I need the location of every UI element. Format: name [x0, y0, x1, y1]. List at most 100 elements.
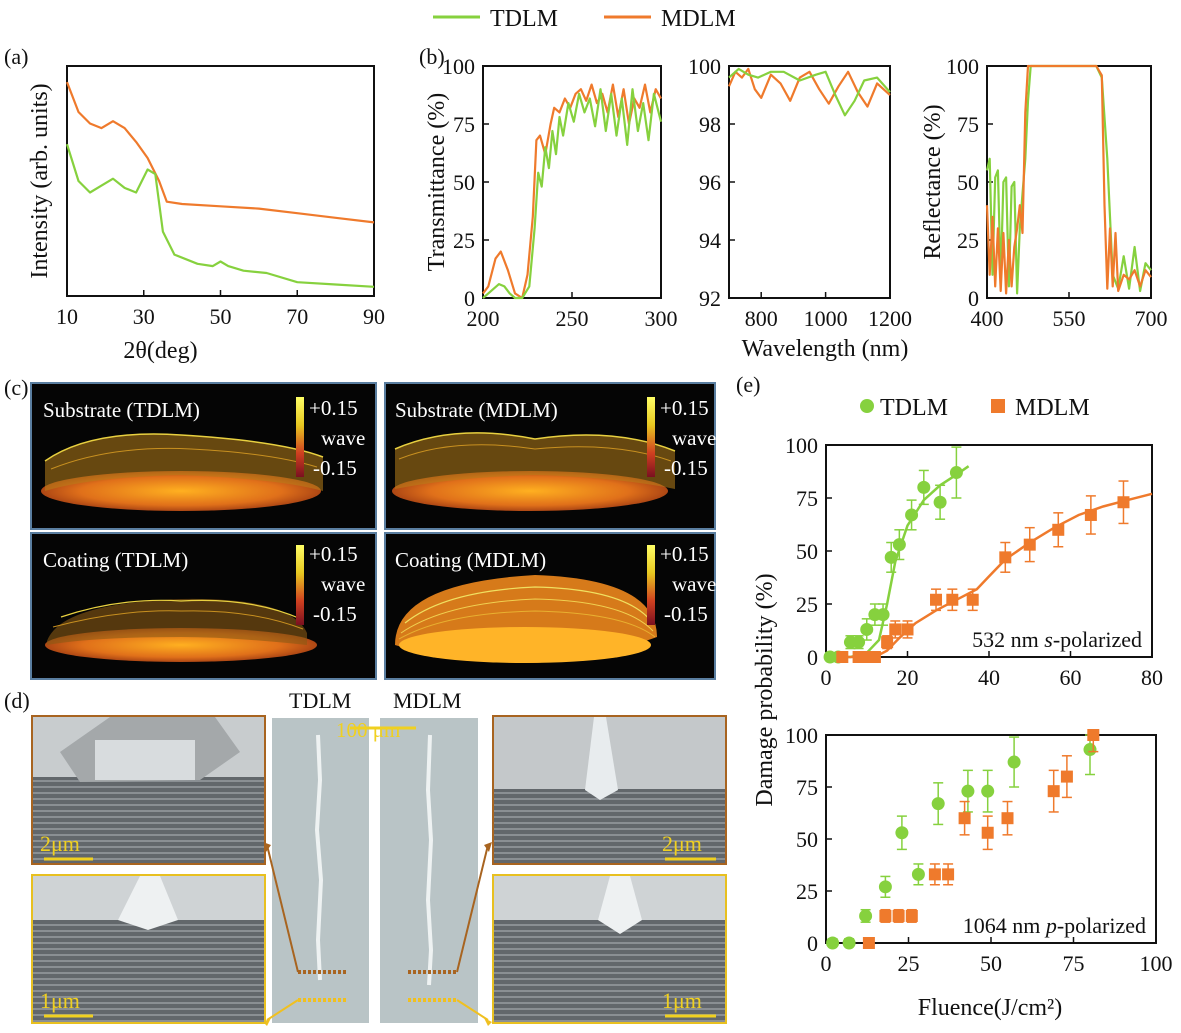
y-tick-label: 100	[688, 54, 721, 79]
surface-mesh	[47, 598, 307, 645]
data-point-tdlm	[859, 909, 873, 923]
scale-center-label: 100 μm	[336, 718, 400, 742]
surface-mesh	[395, 432, 675, 489]
annotation-pol-rest: -polarized	[1057, 913, 1146, 938]
x-tick-label: 20	[897, 665, 919, 690]
data-point-mdlm	[879, 909, 892, 922]
damage-track-tdlm	[314, 734, 324, 981]
tile-coating-mdlm: Coating (MDLM) +0.15 wave -0.15	[384, 532, 716, 680]
data-point-tdlm	[884, 550, 898, 564]
chart-xrd: 10 30 50 70 90 2θ(deg) Intensity (arb. units)	[27, 65, 385, 364]
panel-label-d: (d)	[4, 688, 30, 713]
data-point-mdlm	[1001, 812, 1014, 825]
sem-image-mdlm-bottom: 1μm	[492, 874, 727, 1024]
series-line-tdlm	[985, 64, 1152, 295]
data-point-mdlm	[881, 636, 894, 649]
annotation-wavelength: 532 nm	[972, 627, 1044, 652]
colorbar	[296, 545, 304, 625]
annotation-pol-rest: -polarized	[1053, 627, 1142, 652]
x-tick-label: 40	[978, 665, 1000, 690]
x-tick-label: 100	[1140, 951, 1173, 976]
series-line-mdlm	[985, 64, 1152, 295]
data-point-mdlm	[862, 937, 875, 949]
data-point-tdlm	[895, 826, 909, 840]
scale-mid: wave	[321, 572, 365, 596]
x-axis-label: 2θ(deg)	[123, 338, 197, 364]
sem-header-mdlm: MDLM	[393, 688, 461, 713]
x-tick-label: 0	[821, 665, 832, 690]
colorbar	[296, 397, 304, 477]
data-point-tdlm	[917, 480, 931, 494]
scale-bot: -0.15	[313, 602, 357, 626]
x-tick-label: 700	[1135, 306, 1168, 331]
data-point-mdlm	[905, 909, 918, 922]
y-tick-label: 0	[807, 931, 818, 956]
series-line-mdlm	[482, 83, 662, 300]
x-tick-label: 800	[745, 306, 778, 331]
y-tick-label: 92	[699, 286, 721, 311]
y-tick-label: 100	[946, 54, 979, 79]
data-point-mdlm	[946, 593, 959, 606]
panel-label-a: (a)	[4, 44, 28, 69]
y-tick-label: 50	[796, 539, 818, 564]
data-point-tdlm	[852, 635, 866, 649]
chart-transmittance-uv: 200 250 300 0 25 50 75 100 Transmittance (%)	[424, 54, 678, 331]
scale-bot: -0.15	[664, 456, 708, 480]
y-tick-label: 25	[453, 228, 475, 253]
data-point-mdlm	[892, 909, 905, 922]
surface-disk	[399, 627, 651, 663]
panel-c-surface-maps: Substrate (TDLM) +0.15 wave -0.15 Substr…	[30, 382, 716, 680]
x-tick-label: 300	[645, 306, 678, 331]
data-point-mdlm	[1052, 523, 1065, 536]
connector-ur	[456, 844, 489, 973]
data-point-mdlm	[966, 593, 979, 606]
scale-bot: -0.15	[313, 456, 357, 480]
series-line-mdlm	[65, 81, 375, 224]
data-point-tdlm	[981, 784, 995, 798]
data-point-mdlm	[1060, 770, 1073, 783]
panel-d-sem: TDLM MDLM 100 μm 2μm	[31, 688, 727, 1026]
tile-coating-tdlm: Coating (TDLM) +0.15 wave -0.15	[30, 532, 377, 680]
scale-mid: wave	[672, 426, 716, 450]
data-point-tdlm	[1007, 755, 1021, 769]
data-point-mdlm	[836, 651, 849, 663]
legend-mdlm-marker	[991, 399, 1005, 413]
data-point-mdlm	[868, 651, 881, 663]
y-tick-label: 98	[699, 112, 721, 137]
data-point-tdlm	[1083, 743, 1097, 757]
chart-damage-532: 0 20 40 60 80 0 25 50 75 100 Damage probability (%…	[752, 433, 1163, 807]
scale-mid: wave	[321, 426, 365, 450]
annotation-pol-letter: p	[1044, 913, 1057, 938]
data-point-tdlm	[826, 936, 840, 950]
data-point-tdlm	[892, 538, 906, 552]
data-point-mdlm	[889, 623, 902, 636]
x-tick-label: 30	[133, 304, 155, 329]
series-line-tdlm	[65, 143, 375, 288]
y-tick-label: 100	[442, 54, 475, 79]
y-tick-label: 25	[957, 228, 979, 253]
tile-label: Coating (TDLM)	[43, 548, 188, 572]
scale-top: +0.15	[309, 542, 358, 566]
y-tick-label: 75	[453, 112, 475, 137]
data-point-tdlm	[860, 622, 874, 636]
y-tick-label: 75	[957, 112, 979, 137]
scale-mid: wave	[672, 572, 716, 596]
colorbar	[647, 545, 655, 625]
x-tick-label: 0	[821, 951, 832, 976]
tile-substrate-mdlm: Substrate (MDLM) +0.15 wave -0.15	[384, 382, 716, 530]
y-axis-label: Transmittance (%)	[424, 93, 450, 271]
plot-frame	[986, 65, 1152, 299]
surface-mesh	[45, 434, 323, 491]
plot-frame	[728, 65, 891, 299]
sem-header-tdlm: TDLM	[289, 688, 351, 713]
y-tick-label: 50	[796, 827, 818, 852]
x-tick-label: 10	[56, 304, 78, 329]
y-tick-label: 50	[453, 170, 475, 195]
x-tick-label: 25	[898, 951, 920, 976]
legend-tdlm-label: TDLM	[490, 6, 558, 32]
data-point-tdlm	[878, 880, 892, 894]
tile-label: Substrate (MDLM)	[395, 398, 558, 422]
chart-damage-1064: 0 25 50 75 100 0 25 50 75 100 Fluence(J/cm²) 1064 n…	[785, 723, 1173, 1021]
